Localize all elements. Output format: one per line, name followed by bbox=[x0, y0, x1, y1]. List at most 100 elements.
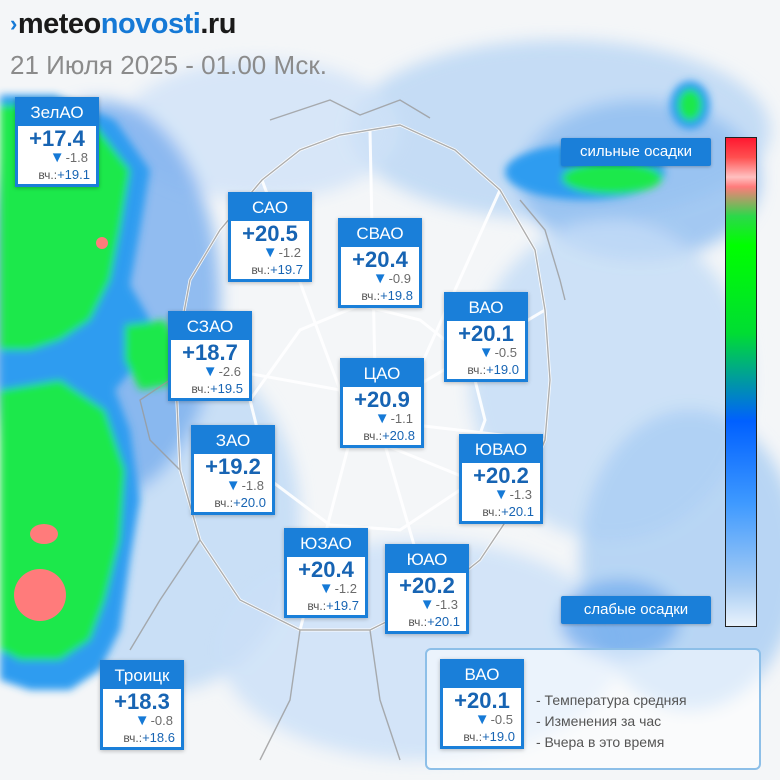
yesterday-label: вч.: bbox=[363, 429, 383, 443]
down-triangle-icon: ▼ bbox=[318, 580, 334, 597]
district-card-svao: СВАО +20.4 ▼-0.9 вч.:+19.8 bbox=[338, 218, 422, 308]
yesterday-label: вч.: bbox=[307, 599, 327, 613]
hourly-change-value: -1.8 bbox=[241, 478, 264, 493]
yesterday-value: вч.:+20.1 bbox=[388, 613, 466, 631]
yesterday-label: вч.: bbox=[361, 289, 381, 303]
district-card-yuvao: ЮВАО +20.2 ▼-1.3 вч.:+20.1 bbox=[459, 434, 543, 524]
down-triangle-icon: ▼ bbox=[225, 477, 241, 494]
intense-precip-spots bbox=[14, 237, 108, 621]
yesterday-temp: +19.0 bbox=[482, 729, 515, 744]
hourly-change: ▼-1.2 bbox=[287, 581, 365, 597]
down-triangle-icon: ▼ bbox=[374, 410, 390, 427]
hourly-change: ▼-1.8 bbox=[194, 478, 272, 494]
yesterday-temp: +20.8 bbox=[382, 428, 415, 443]
yesterday-value: вч.:+19.0 bbox=[443, 728, 521, 746]
district-card-zelao: ЗелАО +17.4 ▼-1.8 вч.:+19.1 bbox=[15, 97, 99, 187]
forecast-datetime: 21 Июля 2025 - 01.00 Мск. bbox=[10, 50, 328, 80]
hourly-change-value: -1.3 bbox=[509, 487, 532, 502]
hourly-change: ▼-0.9 bbox=[341, 271, 419, 287]
hourly-change: ▼-1.3 bbox=[388, 597, 466, 613]
hourly-change-value: -1.8 bbox=[65, 150, 88, 165]
hourly-change: ▼-1.1 bbox=[343, 411, 421, 427]
district-name: ЦАО bbox=[343, 361, 421, 387]
hourly-change-value: -1.2 bbox=[334, 581, 357, 596]
temperature-value: +20.1 bbox=[458, 321, 514, 346]
scale-label-light: слабые осадки bbox=[561, 596, 711, 624]
scale-label-heavy: сильные осадки bbox=[561, 138, 711, 166]
hourly-change-value: -2.6 bbox=[218, 364, 241, 379]
yesterday-temp: +19.0 bbox=[486, 362, 519, 377]
yesterday-label: вч.: bbox=[408, 615, 428, 629]
district-name: САО bbox=[231, 195, 309, 221]
hourly-change-value: -0.9 bbox=[388, 271, 411, 286]
district-card-troitsk: Троицк +18.3 ▼-0.8 вч.:+18.6 bbox=[100, 660, 184, 750]
yesterday-value: вч.:+19.8 bbox=[341, 287, 419, 305]
hourly-change-value: -0.5 bbox=[494, 345, 517, 360]
down-triangle-icon: ▼ bbox=[202, 363, 218, 380]
district-card-cao: ЦАО +20.9 ▼-1.1 вч.:+20.8 bbox=[340, 358, 424, 448]
yesterday-label: вч.: bbox=[467, 363, 487, 377]
hourly-change: ▼-1.3 bbox=[462, 487, 540, 503]
yesterday-value: вч.:+19.1 bbox=[18, 166, 96, 184]
temperature-value: +20.5 bbox=[242, 221, 298, 246]
hourly-change-value: -0.5 bbox=[490, 712, 513, 727]
yesterday-temp: +19.5 bbox=[210, 381, 243, 396]
yesterday-label: вч.: bbox=[123, 731, 143, 745]
precipitation-scale-bar bbox=[725, 137, 757, 627]
legend-item-hourly-change: - Изменения за час bbox=[536, 713, 662, 729]
district-card-yuzao: ЮЗАО +20.4 ▼-1.2 вч.:+19.7 bbox=[284, 528, 368, 618]
yesterday-label: вч.: bbox=[38, 168, 58, 182]
district-card-sao: САО +20.5 ▼-1.2 вч.:+19.7 bbox=[228, 192, 312, 282]
down-triangle-icon: ▼ bbox=[474, 711, 490, 728]
yesterday-temp: +19.7 bbox=[270, 262, 303, 277]
district-name: ЮАО bbox=[388, 547, 466, 573]
site-logo[interactable]: ›meteonovosti.ru bbox=[10, 8, 236, 41]
yesterday-temp: +20.1 bbox=[501, 504, 534, 519]
temperature-value: +18.3 bbox=[114, 689, 170, 714]
logo-tld-text: .ru bbox=[200, 8, 236, 40]
yesterday-value: вч.:+19.7 bbox=[287, 597, 365, 615]
district-name: ЗАО bbox=[194, 428, 272, 454]
yesterday-value: вч.:+20.8 bbox=[343, 427, 421, 445]
hourly-change-value: -0.8 bbox=[150, 713, 173, 728]
legend-item-temperature: - Температура средняя bbox=[536, 692, 687, 708]
down-triangle-icon: ▼ bbox=[262, 244, 278, 261]
legend-sample-card: ВАО +20.1 ▼-0.5 вч.:+19.0 bbox=[440, 659, 524, 749]
hourly-change: ▼-0.8 bbox=[103, 713, 181, 729]
down-triangle-icon: ▼ bbox=[419, 596, 435, 613]
district-name: ЮЗАО bbox=[287, 531, 365, 557]
temperature-value: +20.4 bbox=[352, 247, 408, 272]
yesterday-temp: +18.6 bbox=[142, 730, 175, 745]
temperature-value: +20.2 bbox=[473, 463, 529, 488]
district-name: ВАО bbox=[447, 295, 525, 321]
yesterday-temp: +20.1 bbox=[427, 614, 460, 629]
yesterday-label: вч.: bbox=[463, 730, 483, 744]
yesterday-value: вч.:+20.1 bbox=[462, 503, 540, 521]
yesterday-label: вч.: bbox=[251, 263, 271, 277]
yesterday-temp: +19.8 bbox=[380, 288, 413, 303]
temperature-value: +20.1 bbox=[454, 688, 510, 713]
yesterday-temp: +19.7 bbox=[326, 598, 359, 613]
logo-main-text: meteo bbox=[17, 8, 101, 40]
hourly-change-value: -1.1 bbox=[390, 411, 413, 426]
logo-mark-icon: › bbox=[10, 11, 17, 36]
down-triangle-icon: ▼ bbox=[493, 486, 509, 503]
district-borders bbox=[129, 99, 566, 761]
legend-items: - Температура средняя - Изменения за час… bbox=[536, 690, 687, 753]
district-name: СЗАО bbox=[171, 314, 249, 340]
yesterday-label: вч.: bbox=[482, 505, 502, 519]
district-name: ВАО bbox=[443, 662, 521, 688]
district-card-yuao: ЮАО +20.2 ▼-1.3 вч.:+20.1 bbox=[385, 544, 469, 634]
yesterday-label: вч.: bbox=[214, 496, 234, 510]
logo-accent-text: novosti bbox=[100, 8, 201, 40]
hourly-change: ▼-1.2 bbox=[231, 245, 309, 261]
hourly-change-value: -1.3 bbox=[435, 597, 458, 612]
down-triangle-icon: ▼ bbox=[372, 270, 388, 287]
temperature-value: +20.2 bbox=[399, 573, 455, 598]
down-triangle-icon: ▼ bbox=[134, 712, 150, 729]
district-name: Троицк bbox=[103, 663, 181, 689]
legend-item-yesterday: - Вчера в это время bbox=[536, 734, 665, 750]
district-card-vao: ВАО +20.1 ▼-0.5 вч.:+19.0 bbox=[444, 292, 528, 382]
yesterday-value: вч.:+19.5 bbox=[171, 380, 249, 398]
yesterday-temp: +19.1 bbox=[57, 167, 90, 182]
